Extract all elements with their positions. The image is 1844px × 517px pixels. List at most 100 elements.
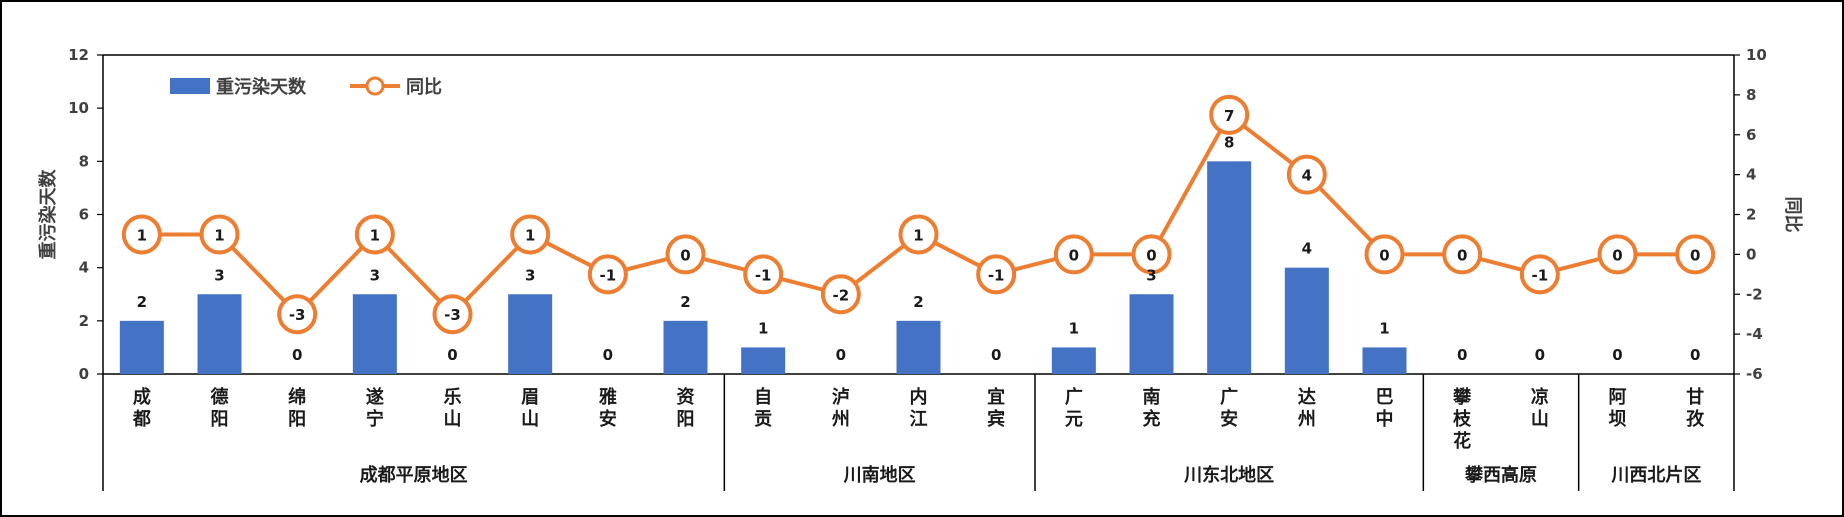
category-label: 成都 <box>132 386 151 430</box>
yoy-point <box>432 294 473 335</box>
category-label-char: 江 <box>910 409 928 430</box>
yoy-point <box>1209 94 1250 135</box>
yoy-point-label: 0 <box>1069 246 1079 264</box>
y-tick-label-left: 2 <box>79 312 89 330</box>
category-label: 广元 <box>1065 386 1083 430</box>
y-tick-label-left: 0 <box>79 365 89 383</box>
yoy-point-label: 0 <box>680 246 690 264</box>
category-label-char: 资 <box>677 386 695 408</box>
bar-value-label: 0 <box>603 346 613 364</box>
yoy-point <box>665 234 706 275</box>
y-tick-label-right: -2 <box>1746 285 1763 303</box>
category-label-char: 山 <box>521 409 539 430</box>
bar-value-label: 0 <box>1457 346 1467 364</box>
category-label: 凉山 <box>1531 386 1549 430</box>
bar-value-label: 0 <box>1612 346 1622 364</box>
bar <box>119 320 164 374</box>
yoy-point-label: 1 <box>525 226 535 244</box>
bar-value-label: 0 <box>991 346 1001 364</box>
bar-value-label: 1 <box>1379 319 1389 337</box>
bar-value-label: 1 <box>758 319 768 337</box>
category-label-char: 巴 <box>1376 387 1394 408</box>
category-label: 乐山 <box>444 387 462 430</box>
yoy-point-label: 0 <box>1379 246 1389 264</box>
yoy-point <box>277 294 318 335</box>
category-label-char: 泸 <box>832 387 850 408</box>
category-label-char: 南 <box>1143 386 1161 408</box>
category-label: 德阳 <box>211 386 229 430</box>
category-label-char: 宜 <box>987 386 1005 408</box>
y-tick-label-right: 6 <box>1746 126 1756 144</box>
category-label-char: 中 <box>1376 408 1394 430</box>
category-label: 内江 <box>910 386 928 430</box>
y-tick-label-right: 2 <box>1746 206 1756 224</box>
category-label: 巴中 <box>1376 387 1394 430</box>
bar <box>1051 347 1096 374</box>
category-label-char: 绵 <box>288 386 306 408</box>
group-label: 川东北地区 <box>1183 464 1274 486</box>
legend-bar-swatch <box>170 78 210 94</box>
yoy-point-label: 0 <box>1690 246 1700 264</box>
category-label-char: 内 <box>910 386 928 408</box>
category-label-char: 凉 <box>1531 386 1549 408</box>
category-label-char: 山 <box>1531 409 1549 430</box>
legend: 重污染天数 同比 <box>170 76 442 98</box>
bars-layer <box>119 161 1407 374</box>
yoy-point-label: 0 <box>1146 246 1156 264</box>
yoy-point-label: 4 <box>1302 167 1312 185</box>
category-label: 雅安 <box>598 386 617 430</box>
y-tick-label-left: 4 <box>79 259 89 277</box>
y-tick-label-right: 10 <box>1746 46 1767 64</box>
category-label-char: 贡 <box>754 409 772 430</box>
yoy-point <box>1131 234 1172 275</box>
y-tick-label-left: 8 <box>79 152 89 170</box>
yoy-point <box>121 214 162 255</box>
category-label: 资阳 <box>677 386 695 430</box>
bar <box>1362 347 1407 374</box>
category-label-char: 成 <box>133 386 151 408</box>
category-label-char: 广 <box>1065 386 1083 408</box>
legend-line-marker <box>365 76 385 96</box>
y-tick-label-left: 12 <box>68 46 89 64</box>
bar-value-label: 0 <box>836 346 846 364</box>
group-label: 攀西高原 <box>1464 464 1537 486</box>
category-label-char: 都 <box>132 409 151 430</box>
category-label-char: 眉 <box>521 387 539 408</box>
category-label-char: 阳 <box>677 409 695 430</box>
category-label-char: 州 <box>831 409 850 430</box>
yoy-point <box>1519 254 1560 295</box>
yoy-point-label: -1 <box>988 266 1005 284</box>
yoy-point <box>898 214 939 255</box>
bar-value-label: 0 <box>447 346 457 364</box>
yoy-point-label: 1 <box>137 226 147 244</box>
yoy-point-label: 1 <box>214 226 224 244</box>
category-label: 遂宁 <box>366 386 384 430</box>
y-axis-right-title: 同比 <box>1782 197 1803 233</box>
category-label: 广安 <box>1220 386 1238 430</box>
y-tick-label-left: 6 <box>79 206 89 224</box>
category-label-char: 雅 <box>598 386 617 408</box>
bar-value-label: 2 <box>137 293 147 311</box>
y-axis-left-title: 重污染天数 <box>37 169 59 260</box>
category-label-char: 山 <box>444 409 462 430</box>
category-label: 泸州 <box>831 387 850 430</box>
y-tick-label-right: 0 <box>1746 245 1756 263</box>
yoy-point-label: -1 <box>599 266 616 284</box>
category-label: 达州 <box>1297 386 1316 430</box>
bar-value-label: 0 <box>292 346 302 364</box>
y-tick-label-right: -4 <box>1746 325 1763 343</box>
category-label-char: 坝 <box>1609 409 1627 430</box>
yoy-point <box>820 274 861 315</box>
bar-value-label: 2 <box>680 293 690 311</box>
bar-value-label: 0 <box>1535 346 1545 364</box>
yoy-point <box>1675 234 1716 275</box>
category-label: 眉山 <box>521 387 539 430</box>
category-label-char: 充 <box>1143 408 1161 430</box>
yoy-point <box>1286 154 1327 195</box>
bar-value-label: 1 <box>1069 319 1079 337</box>
bar <box>352 294 397 374</box>
category-label: 绵阳 <box>288 386 306 430</box>
bar-value-label: 3 <box>370 266 380 284</box>
category-label-char: 广 <box>1220 386 1238 408</box>
